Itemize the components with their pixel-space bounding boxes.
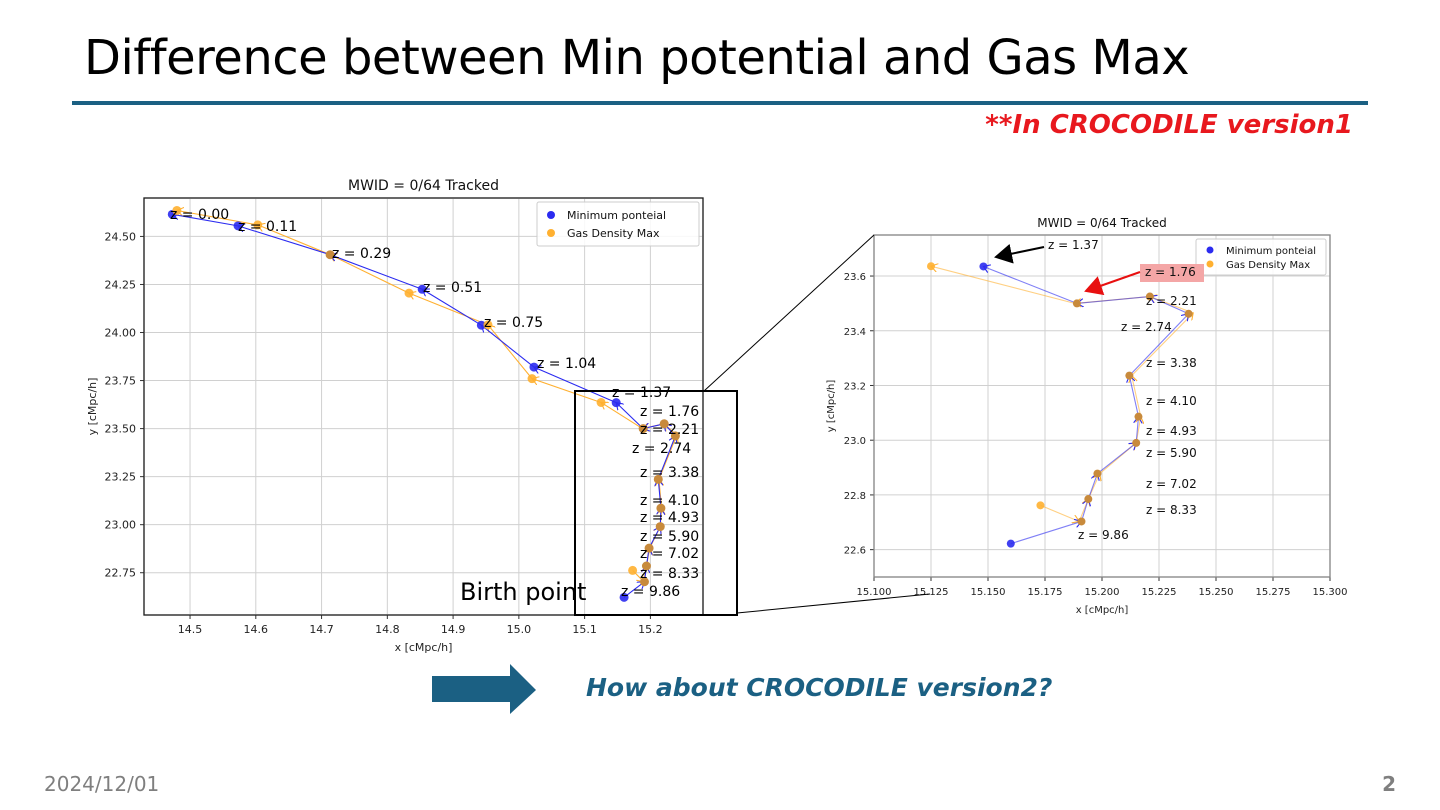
svg-text:z = 7.02: z = 7.02 <box>640 546 699 562</box>
svg-text:z = 2.74: z = 2.74 <box>1121 320 1172 334</box>
svg-text:z = 1.04: z = 1.04 <box>537 356 596 372</box>
svg-text:15.200: 15.200 <box>1085 587 1120 598</box>
svg-text:z = 4.10: z = 4.10 <box>1146 394 1197 408</box>
svg-text:z = 8.33: z = 8.33 <box>1146 503 1197 517</box>
svg-text:y [cMpc/h]: y [cMpc/h] <box>826 380 837 433</box>
svg-text:22.8: 22.8 <box>844 491 866 502</box>
svg-text:z = 1.76: z = 1.76 <box>1145 265 1196 279</box>
svg-text:z = 0.00: z = 0.00 <box>170 207 229 223</box>
svg-text:z = 1.37: z = 1.37 <box>612 385 671 401</box>
svg-text:15.175: 15.175 <box>1028 587 1063 598</box>
svg-text:z = 9.86: z = 9.86 <box>621 584 680 600</box>
left-trajectory-chart: 14.5 14.6 14.7 14.8 14.9 15.0 15.1 15.2 22.75 23.… <box>86 178 704 654</box>
followup-question: How about CROCODILE version2? <box>586 673 1053 702</box>
svg-text:14.5: 14.5 <box>178 623 203 636</box>
svg-text:15.100: 15.100 <box>857 587 892 598</box>
version-note: **In CROCODILE version1 <box>985 110 1353 140</box>
svg-text:z = 0.51: z = 0.51 <box>423 280 482 296</box>
svg-text:Minimum ponteial: Minimum ponteial <box>1226 246 1316 257</box>
svg-text:14.9: 14.9 <box>441 623 466 636</box>
svg-text:z = 3.38: z = 3.38 <box>640 465 699 481</box>
right-zoomed-chart: 15.100 15.125 15.150 15.175 15.200 15.225 15.2… <box>826 216 1348 616</box>
svg-text:24.25: 24.25 <box>105 278 137 291</box>
svg-text:z = 0.11: z = 0.11 <box>238 219 297 235</box>
svg-text:15.300: 15.300 <box>1313 587 1348 598</box>
svg-text:z = 9.86: z = 9.86 <box>1078 528 1129 542</box>
svg-text:z = 5.90: z = 5.90 <box>640 529 699 545</box>
svg-text:14.8: 14.8 <box>375 623 400 636</box>
right-arrow-icon <box>432 664 536 714</box>
svg-text:Gas Density Max: Gas Density Max <box>567 227 660 240</box>
svg-text:z = 2.21: z = 2.21 <box>1146 294 1197 308</box>
svg-text:15.0: 15.0 <box>507 623 532 636</box>
svg-text:23.6: 23.6 <box>844 272 866 283</box>
svg-text:z = 5.90: z = 5.90 <box>1146 446 1197 460</box>
svg-text:z = 4.93: z = 4.93 <box>1146 424 1197 438</box>
svg-text:15.250: 15.250 <box>1199 587 1234 598</box>
svg-text:z = 8.33: z = 8.33 <box>640 566 699 582</box>
svg-text:22.6: 22.6 <box>844 546 866 557</box>
svg-text:z = 2.21: z = 2.21 <box>640 422 699 438</box>
svg-text:z = 0.75: z = 0.75 <box>484 315 543 331</box>
footer-date: 2024/12/01 <box>44 772 160 796</box>
page-number: 2 <box>1382 772 1396 796</box>
svg-text:23.0: 23.0 <box>844 436 866 447</box>
svg-text:23.4: 23.4 <box>844 327 866 338</box>
svg-text:15.1: 15.1 <box>572 623 597 636</box>
svg-text:15.125: 15.125 <box>914 587 949 598</box>
svg-text:Birth point: Birth point <box>460 578 586 606</box>
svg-text:24.50: 24.50 <box>105 230 137 243</box>
svg-text:x [cMpc/h]: x [cMpc/h] <box>395 641 453 654</box>
slide-title: Difference between Min potential and Gas… <box>84 30 1190 86</box>
svg-text:z = 3.38: z = 3.38 <box>1146 356 1197 370</box>
svg-text:z = 4.93: z = 4.93 <box>640 510 699 526</box>
svg-text:14.7: 14.7 <box>309 623 334 636</box>
svg-text:z = 7.02: z = 7.02 <box>1146 477 1197 491</box>
svg-text:MWID = 0/64 Tracked: MWID = 0/64 Tracked <box>1037 216 1166 230</box>
svg-text:15.150: 15.150 <box>971 587 1006 598</box>
svg-text:23.75: 23.75 <box>105 375 137 388</box>
svg-text:z = 2.74: z = 2.74 <box>632 441 691 457</box>
svg-text:15.2: 15.2 <box>638 623 663 636</box>
svg-text:z = 0.29: z = 0.29 <box>332 246 391 262</box>
svg-text:Gas Density Max: Gas Density Max <box>1226 260 1310 271</box>
svg-text:15.275: 15.275 <box>1256 587 1291 598</box>
title-divider <box>72 101 1368 105</box>
svg-text:Minimum ponteial: Minimum ponteial <box>567 209 666 222</box>
svg-text:z = 1.76: z = 1.76 <box>640 404 699 420</box>
svg-text:y [cMpc/h]: y [cMpc/h] <box>86 378 99 436</box>
svg-text:z = 1.37: z = 1.37 <box>1048 238 1099 252</box>
svg-text:x [cMpc/h]: x [cMpc/h] <box>1076 605 1129 616</box>
svg-text:15.225: 15.225 <box>1142 587 1177 598</box>
svg-text:24.00: 24.00 <box>105 327 137 340</box>
svg-text:23.2: 23.2 <box>844 381 866 392</box>
svg-text:23.25: 23.25 <box>105 471 137 484</box>
svg-text:z = 4.10: z = 4.10 <box>640 493 699 509</box>
svg-text:14.6: 14.6 <box>244 623 269 636</box>
svg-text:22.75: 22.75 <box>105 567 137 580</box>
svg-text:23.00: 23.00 <box>105 519 137 532</box>
zoom-overlay <box>574 234 931 616</box>
svg-text:MWID = 0/64 Tracked: MWID = 0/64 Tracked <box>348 178 499 194</box>
svg-text:23.50: 23.50 <box>105 423 137 436</box>
